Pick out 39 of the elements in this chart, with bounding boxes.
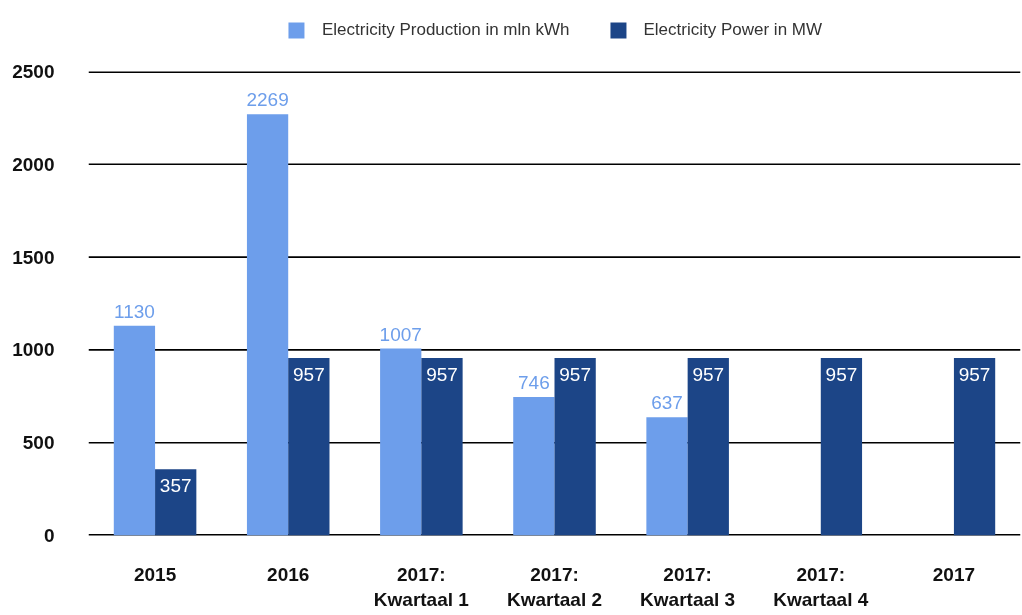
bar [246, 114, 289, 536]
data-label: 746 [518, 372, 550, 394]
y-tick-label: 0 [43, 525, 55, 546]
y-tick-label: 1000 [12, 339, 55, 361]
bar [288, 357, 330, 536]
y-tick-label: 500 [22, 432, 55, 454]
data-label: 957 [559, 363, 591, 385]
bar [113, 325, 156, 536]
bar [953, 357, 996, 536]
data-label: 2269 [246, 89, 289, 111]
x-tick-label: 2017 [932, 563, 976, 585]
legend-label: Electricity Power in MW [643, 20, 823, 40]
x-tick-label: 2015 [133, 563, 177, 585]
bar [380, 348, 422, 536]
x-tick-label: 2017: Kwartaal 3 [640, 563, 736, 610]
data-label: 957 [825, 363, 858, 385]
bar [820, 357, 863, 536]
data-label: 637 [651, 392, 683, 414]
data-label: 957 [692, 363, 725, 385]
y-tick-label: 1500 [12, 246, 55, 268]
bar [421, 357, 463, 536]
bar [646, 417, 688, 536]
y-tick-label: 2500 [12, 61, 55, 82]
x-tick-label: 2017: Kwartaal 4 [773, 563, 869, 610]
bar [513, 397, 555, 536]
data-label: 1007 [379, 323, 422, 345]
y-tick-label: 2000 [12, 153, 55, 175]
bar [155, 469, 197, 536]
bar [687, 357, 729, 536]
data-label: 957 [426, 363, 458, 385]
x-tick-label: 2016 [267, 563, 310, 585]
x-tick-label: 2017: Kwartaal 2 [506, 563, 603, 610]
data-label: 957 [958, 363, 991, 385]
data-label: 357 [159, 475, 192, 497]
x-tick-label: 2017: Kwartaal 1 [373, 563, 470, 610]
legend-label: Electricity Production in mln kWh [321, 20, 570, 40]
data-label: 1130 [114, 300, 155, 322]
bar [554, 357, 596, 536]
data-label: 957 [293, 363, 325, 385]
